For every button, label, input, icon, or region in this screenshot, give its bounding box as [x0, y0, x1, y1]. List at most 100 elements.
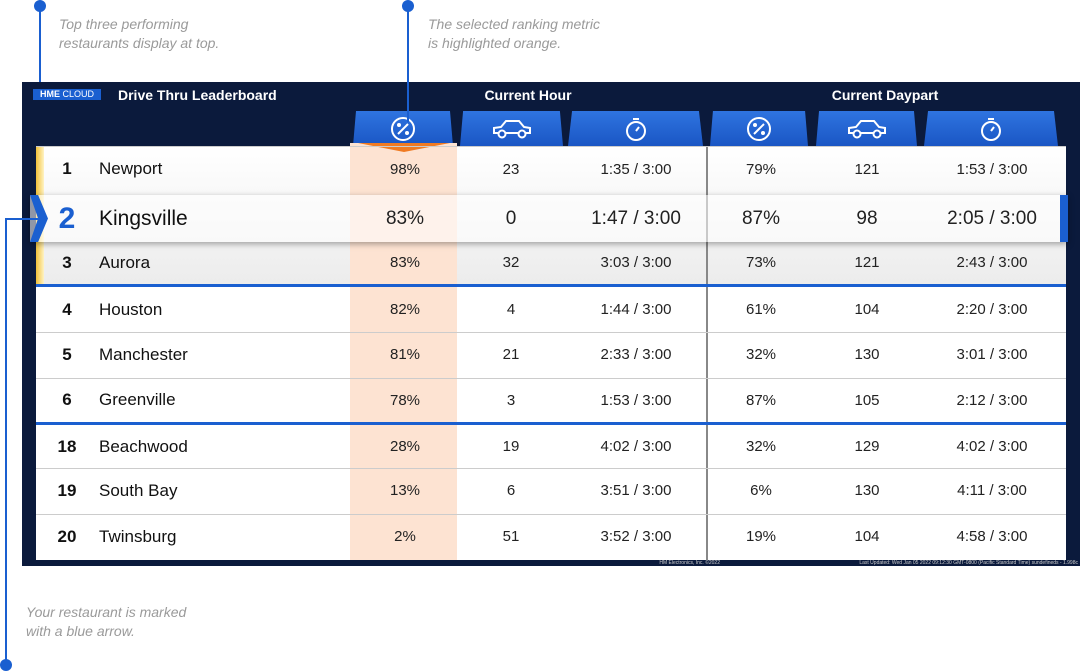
- rank: 2: [58, 201, 76, 235]
- annotation-line: Your restaurant is marked: [26, 604, 187, 620]
- annotation: Top three performing restaurants display…: [59, 15, 219, 53]
- leaderboard-row: 4 Houston 82% 4 1:44 / 3:00 61% 104 2:20 / 3:00: [36, 287, 1066, 332]
- rank: 5: [62, 344, 72, 364]
- metric-value: 4:02 / 3:00: [600, 438, 672, 455]
- leaderboard-row: 18 Beachwood 28% 19 4:02 / 3:00 32% 129 4:02 / …: [36, 425, 1066, 468]
- annotation-line: restaurants display at top.: [59, 35, 220, 51]
- leaderboard-row: 3 Aurora 83% 32 3:03 / 3:00 73% 121 2:43 / 3:00: [36, 242, 1066, 283]
- metric-value: 2:12 / 3:00: [956, 391, 1028, 409]
- metric-value: 1:53 / 3:00: [600, 391, 672, 409]
- callout-line: [30, 218, 38, 220]
- restaurant-name: Beachwood: [99, 436, 188, 456]
- annotation-line: Top three performing: [59, 16, 189, 32]
- metric-value: 130: [854, 346, 880, 363]
- rank: 3: [62, 252, 72, 272]
- restaurant-name: Aurora: [99, 252, 151, 272]
- callout-line: [6, 218, 30, 220]
- metric-value: 129: [854, 438, 880, 455]
- logo-product: CLOUD: [62, 89, 95, 99]
- rank: 20: [57, 526, 77, 546]
- metric-value: 4:58 / 3:00: [956, 528, 1028, 545]
- metric-value: 4:02 / 3:00: [956, 438, 1028, 455]
- metric-tab[interactable]: [710, 111, 808, 146]
- annotation-line: The selected ranking metric: [428, 16, 600, 32]
- restaurant-name: Manchester: [99, 344, 188, 364]
- restaurant-name: Houston: [99, 299, 163, 319]
- group-header: Current Daypart: [831, 87, 939, 103]
- metric-value: 83%: [385, 207, 425, 229]
- metric-value: 78%: [389, 391, 421, 409]
- rank: 6: [62, 390, 72, 409]
- metric-value: 1:47 / 3:00: [591, 207, 681, 229]
- callout-line: [407, 6, 409, 122]
- metric-value: 32: [502, 254, 520, 271]
- restaurant-name: Newport: [99, 159, 163, 178]
- metric-value: 3: [506, 391, 516, 409]
- your-bar: [1060, 195, 1068, 242]
- metric-value: 61%: [745, 301, 777, 318]
- callout-line: [39, 6, 41, 146]
- callout-dot: [0, 659, 12, 671]
- row-divider: [36, 332, 1066, 333]
- metric-value: 3:01 / 3:00: [956, 346, 1028, 363]
- metric-value: 3:52 / 3:00: [600, 528, 672, 545]
- your-row: 2 Kingsville 83% 0 1:47 / 3:00 87% 98 2:05 / 3:…: [30, 195, 1068, 242]
- metric-value: 83%: [389, 254, 421, 271]
- leaderboard-row: 1 Newport 98% 23 1:35 / 3:00 79% 121 1:53 / 3:0…: [36, 146, 1066, 192]
- restaurant-name: South Bay: [99, 480, 178, 500]
- metric-tab[interactable]: [924, 111, 1058, 146]
- metric-value: 19%: [745, 528, 777, 545]
- row-divider: [36, 514, 1066, 515]
- metric-value: 4: [506, 301, 516, 318]
- metric-value: 105: [854, 391, 880, 409]
- metric-tab[interactable]: [816, 111, 917, 146]
- leaderboard-row: 19 South Bay 13% 6 3:51 / 3:00 6% 130 4:11 / 3:…: [36, 468, 1066, 513]
- metric-value: 98: [856, 207, 878, 229]
- annotation: The selected ranking metric is highlight…: [428, 15, 600, 53]
- metric-value: 3:51 / 3:00: [600, 482, 672, 499]
- callout-dot: [34, 0, 46, 12]
- metric-value: 121: [854, 160, 880, 178]
- metric-value: 2:20 / 3:00: [956, 301, 1028, 318]
- group-header: Current Hour: [484, 87, 572, 103]
- metric-value: 1:53 / 3:00: [956, 160, 1028, 178]
- logo: HME CLOUD: [33, 89, 101, 100]
- metric-tab[interactable]: [568, 111, 703, 146]
- metric-value: 2:33 / 3:00: [600, 346, 672, 363]
- metric-value: 104: [854, 528, 880, 545]
- metric-value: 87%: [745, 391, 777, 409]
- section-divider: [36, 284, 1066, 287]
- metric-tab[interactable]: [353, 111, 453, 146]
- metric-value: 21: [502, 346, 520, 363]
- leaderboard-row: 6 Greenville 78% 3 1:53 / 3:00 87% 105 2:12 / 3…: [36, 378, 1066, 422]
- metric-value: 3:03 / 3:00: [600, 254, 672, 271]
- selected-marker: [358, 143, 450, 152]
- copyright: HM Electronics, Inc. ©2022: [659, 560, 720, 566]
- metric-value: 32%: [745, 438, 777, 455]
- metric-value: 0: [505, 207, 517, 229]
- rank: 19: [57, 480, 77, 500]
- board-title: Drive Thru Leaderboard: [118, 87, 277, 103]
- rank: 18: [57, 436, 77, 456]
- restaurant-name: Kingsville: [99, 206, 188, 230]
- metric-value: 98%: [389, 160, 421, 178]
- metric-value: 19: [502, 438, 520, 455]
- restaurant-name: Twinsburg: [99, 526, 177, 546]
- metric-value: 1:35 / 3:00: [600, 160, 672, 178]
- metric-value: 130: [854, 482, 880, 499]
- metric-value: 1:44 / 3:00: [600, 301, 672, 318]
- metric-value: 82%: [389, 301, 421, 318]
- metric-value: 81%: [389, 346, 421, 363]
- metric-value: 73%: [745, 254, 777, 271]
- metric-value: 2:05 / 3:00: [947, 207, 1037, 229]
- metric-value: 104: [854, 301, 880, 318]
- metric-tab[interactable]: [460, 111, 563, 146]
- row-divider: [36, 468, 1066, 469]
- annotation-line: with a blue arrow.: [26, 623, 135, 639]
- metric-value: 32%: [745, 346, 777, 363]
- metric-value: 6%: [750, 482, 772, 499]
- group-divider: [706, 146, 708, 560]
- metric-value: 4:11 / 3:00: [957, 482, 1027, 499]
- metric-value: 2:43 / 3:00: [956, 254, 1028, 271]
